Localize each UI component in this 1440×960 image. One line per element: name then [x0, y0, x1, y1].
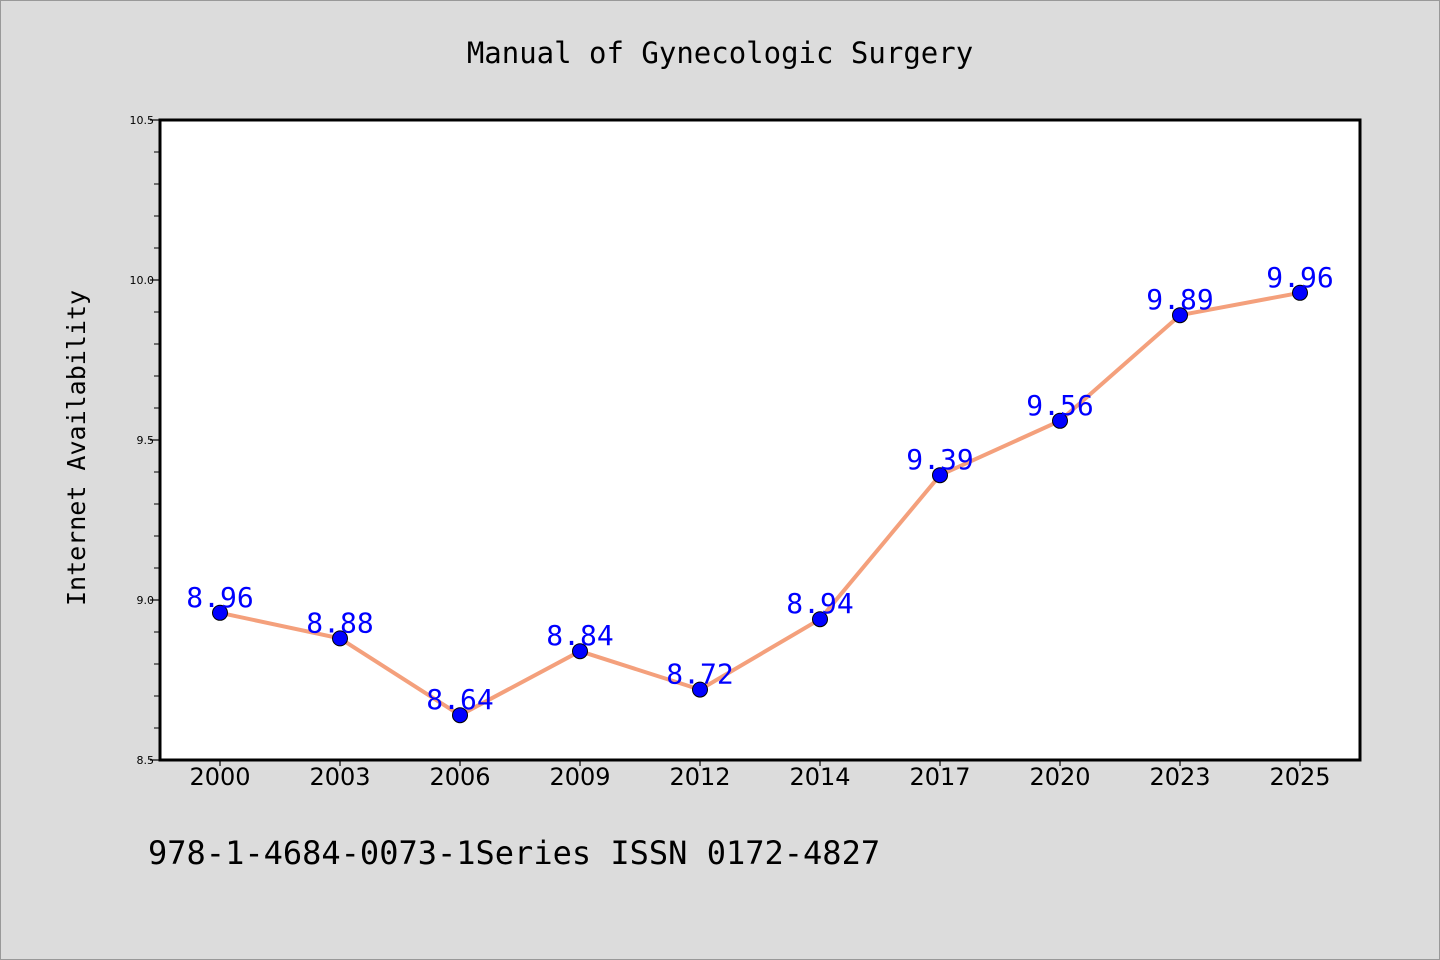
x-tick-label: 2014	[789, 763, 850, 791]
y-tick-label: 8.5	[137, 754, 155, 767]
data-point-marker	[812, 611, 828, 628]
plot-frame	[158, 118, 1362, 762]
data-point-marker	[212, 604, 228, 621]
series-line	[218, 290, 1302, 718]
data-point-marker	[932, 467, 948, 484]
plot-area	[160, 120, 1360, 760]
x-tick-label: 2017	[909, 763, 970, 791]
x-tick-label: 2000	[189, 763, 250, 791]
x-tick-label: 2020	[1029, 763, 1090, 791]
x-tick-label: 2003	[309, 763, 370, 791]
data-label: 9.89	[1146, 283, 1213, 316]
data-label: 8.88	[306, 606, 373, 639]
x-tick-label: 2006	[429, 763, 490, 791]
data-point-marker	[1052, 412, 1068, 429]
chart-title: Manual of Gynecologic Surgery	[467, 36, 973, 70]
data-label: 8.64	[426, 683, 493, 716]
y-tick-label: 10.0	[130, 274, 155, 287]
data-point-marker	[572, 643, 588, 660]
data-label-layer: 8.96 8.88 8.64 8.84 8.72 8.94 9.39 9.56 9.89 9.96	[186, 261, 1333, 716]
y-axis-label: Internet Availability	[62, 290, 91, 606]
y-tick-label: 9.0	[137, 594, 155, 607]
x-tick-label: 2012	[669, 763, 730, 791]
data-label: 8.96	[186, 581, 253, 614]
data-point-marker	[452, 707, 468, 724]
data-label: 9.39	[906, 443, 973, 476]
data-label: 8.84	[546, 619, 613, 652]
x-tick-label: 2025	[1269, 763, 1330, 791]
series-layer	[212, 284, 1308, 724]
axes-layer: 8.5 9.0 9.5 10.0 10.5 2000 2003 2006 2009 2012 201…	[130, 114, 1331, 791]
y-tick-label: 10.5	[130, 114, 155, 127]
y-tick-label: 9.5	[137, 434, 155, 447]
data-label: 8.94	[786, 587, 853, 620]
data-point-marker	[1172, 307, 1188, 324]
data-label: 9.96	[1266, 261, 1333, 294]
footer-isbn-issn: 978-1-4684-0073-1Series ISSN 0172-4827	[148, 834, 880, 872]
data-point-marker	[1292, 284, 1308, 301]
x-tick-label: 2023	[1149, 763, 1210, 791]
x-tick-label: 2009	[549, 763, 610, 791]
data-label: 9.56	[1026, 389, 1093, 422]
data-point-marker	[692, 681, 708, 698]
data-label: 8.72	[666, 658, 733, 691]
data-point-marker	[332, 630, 348, 647]
